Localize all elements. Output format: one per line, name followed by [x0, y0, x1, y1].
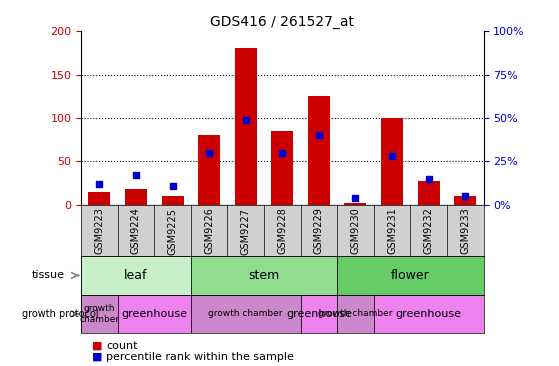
Text: flower: flower [391, 269, 430, 282]
Text: GSM9228: GSM9228 [277, 208, 287, 254]
Text: GSM9231: GSM9231 [387, 208, 397, 254]
Text: GSM9227: GSM9227 [241, 208, 250, 254]
Bar [162, 196, 183, 205]
Point [205, 150, 214, 156]
Text: stem: stem [248, 269, 280, 282]
Point [461, 193, 470, 199]
Text: growth
chamber: growth chamber [79, 304, 120, 324]
Point [278, 150, 287, 156]
Text: growth protocol: growth protocol [22, 309, 99, 319]
Text: GSM9225: GSM9225 [168, 208, 178, 254]
Text: growth chamber: growth chamber [318, 309, 393, 318]
Text: ■: ■ [92, 341, 103, 351]
Text: tissue: tissue [31, 270, 64, 280]
Bar [81, 295, 117, 333]
Bar [301, 295, 337, 333]
Text: GSM9224: GSM9224 [131, 208, 141, 254]
Bar [271, 131, 293, 205]
Bar [337, 295, 374, 333]
Text: greenhouse: greenhouse [121, 309, 187, 319]
Text: GSM9229: GSM9229 [314, 208, 324, 254]
Text: leaf: leaf [124, 269, 148, 282]
Bar [454, 196, 476, 205]
Bar [81, 256, 191, 295]
Text: count: count [106, 341, 138, 351]
Point [351, 195, 360, 201]
Text: greenhouse: greenhouse [396, 309, 462, 319]
Bar [374, 295, 484, 333]
Bar [344, 203, 367, 205]
Point [95, 181, 104, 187]
Bar [235, 49, 257, 205]
Bar [418, 181, 439, 205]
Point [168, 183, 177, 189]
Bar [125, 189, 147, 205]
Text: GSM9223: GSM9223 [94, 208, 105, 254]
Title: GDS416 / 261527_at: GDS416 / 261527_at [210, 15, 354, 29]
Bar [308, 96, 330, 205]
Text: GSM9233: GSM9233 [460, 208, 470, 254]
Bar [381, 118, 403, 205]
Point [387, 153, 396, 159]
Text: GSM9226: GSM9226 [204, 208, 214, 254]
Point [424, 176, 433, 182]
Text: greenhouse: greenhouse [286, 309, 352, 319]
Bar [198, 135, 220, 205]
Text: percentile rank within the sample: percentile rank within the sample [106, 352, 294, 362]
Bar [191, 256, 337, 295]
Bar [88, 192, 110, 205]
Point [314, 132, 323, 138]
Bar [337, 256, 484, 295]
Bar [191, 295, 301, 333]
Point [241, 117, 250, 123]
Text: GSM9230: GSM9230 [350, 208, 361, 254]
Point [131, 172, 140, 178]
Text: ■: ■ [92, 352, 103, 362]
Text: growth chamber: growth chamber [209, 309, 283, 318]
Text: GSM9232: GSM9232 [424, 208, 434, 254]
Bar [117, 295, 191, 333]
